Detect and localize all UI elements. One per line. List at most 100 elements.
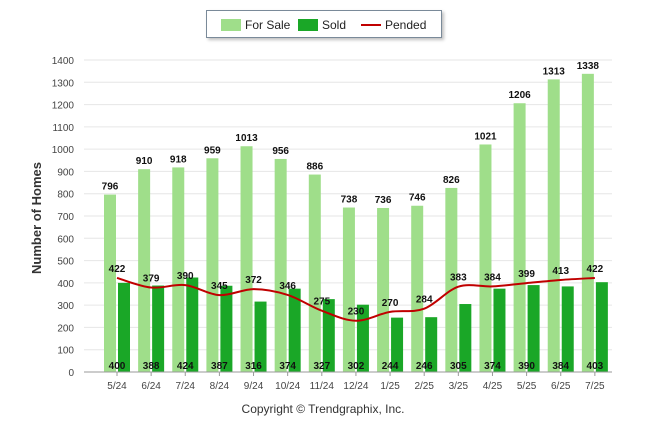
legend-swatch-sold (298, 19, 318, 31)
bar-sold (322, 299, 335, 372)
bar-sold (356, 304, 369, 372)
copyright-text: Copyright © Trendgraphix, Inc. (241, 402, 405, 416)
bar-sold (288, 288, 301, 372)
data-label-pended: 379 (143, 274, 160, 285)
data-label-sold: 246 (416, 361, 433, 372)
y-tick-label: 900 (57, 167, 74, 178)
data-label-sold: 400 (109, 361, 126, 372)
legend-label-sold: Sold (322, 18, 347, 32)
bar-for-sale (547, 79, 560, 372)
data-label-sold: 387 (211, 361, 228, 372)
y-tick-label: 0 (68, 368, 74, 379)
data-label-sold: 374 (484, 361, 501, 372)
bar-sold (561, 286, 574, 372)
data-label-for-sale: 956 (272, 146, 289, 157)
bar-sold (425, 317, 438, 372)
x-tick-label: 6/25 (551, 381, 571, 392)
x-tick-label: 7/25 (585, 381, 605, 392)
bar-sold (118, 282, 130, 372)
data-label-for-sale: 1338 (577, 61, 600, 72)
bar-sold (152, 285, 165, 372)
x-tick-label: 5/25 (517, 381, 537, 392)
bar-sold (391, 317, 404, 372)
y-tick-label: 400 (57, 279, 74, 290)
data-label-for-sale: 1013 (235, 133, 258, 144)
x-tick-label: 6/24 (141, 381, 161, 392)
bar-for-sale (377, 207, 390, 372)
y-tick-label: 100 (57, 346, 74, 357)
legend: For Sale Sold Pended (206, 10, 442, 38)
data-label-sold: 424 (177, 361, 194, 372)
y-tick-label: 600 (57, 234, 74, 245)
data-label-sold: 403 (587, 361, 604, 372)
bar-for-sale (172, 167, 185, 372)
bars (104, 73, 608, 373)
y-tick-label: 500 (57, 257, 74, 268)
y-tick-label: 700 (57, 212, 74, 223)
legend-label-pended: Pended (385, 18, 427, 32)
x-tick-label: 3/25 (449, 381, 469, 392)
data-labels: 796 400 910 388 918 424 959 387 1013 316 956 374 886… (102, 61, 604, 372)
data-label-sold: 327 (313, 361, 330, 372)
data-label-pended: 399 (518, 269, 535, 280)
data-label-for-sale: 1313 (543, 66, 566, 77)
bar-for-sale (206, 158, 219, 372)
data-label-for-sale: 736 (375, 195, 392, 206)
x-tick-label: 1/25 (380, 381, 400, 392)
data-label-sold: 316 (245, 361, 262, 372)
x-tick-label: 7/24 (176, 381, 196, 392)
data-label-for-sale: 959 (204, 145, 221, 156)
bar-sold (220, 285, 233, 372)
bar-for-sale (274, 158, 287, 372)
x-tick-label: 2/25 (414, 381, 434, 392)
data-label-for-sale: 826 (443, 175, 460, 186)
x-tick-label: 12/24 (343, 381, 368, 392)
data-label-for-sale: 746 (409, 193, 426, 204)
data-label-for-sale: 796 (102, 182, 119, 193)
data-label-sold: 390 (518, 361, 535, 372)
axes: 0 100 200 300 400 500 600 700 800 900 1000 1100 1200… (52, 56, 612, 392)
pended-line-layer (116, 276, 595, 322)
y-tick-label: 1400 (52, 56, 75, 67)
data-label-pended: 422 (587, 264, 604, 275)
data-label-pended: 413 (552, 266, 569, 277)
data-label-for-sale: 886 (306, 162, 323, 173)
bar-for-sale (513, 103, 526, 372)
x-tick-label: 9/24 (244, 381, 264, 392)
bar-for-sale (445, 187, 458, 372)
x-tick-label: 11/24 (310, 381, 335, 392)
data-label-sold: 384 (552, 361, 569, 372)
data-label-pended: 270 (382, 298, 399, 309)
data-label-sold: 388 (143, 361, 160, 372)
y-tick-label: 200 (57, 323, 74, 334)
bar-for-sale (342, 207, 355, 372)
y-tick-label: 1200 (52, 101, 75, 112)
bar-sold (186, 277, 199, 372)
data-label-sold: 244 (382, 361, 399, 372)
bar-for-sale (308, 174, 321, 372)
legend-swatch-for-sale (221, 19, 241, 31)
data-label-pended: 275 (313, 297, 330, 308)
data-label-for-sale: 1206 (508, 90, 531, 101)
data-label-pended: 372 (245, 275, 262, 286)
data-label-for-sale: 918 (170, 154, 187, 165)
y-tick-label: 800 (57, 190, 74, 201)
y-tick-label: 300 (57, 301, 74, 312)
legend-label-for-sale: For Sale (245, 18, 291, 32)
data-label-pended: 384 (484, 272, 501, 283)
data-label-pended: 284 (416, 295, 433, 306)
bar-for-sale (138, 169, 151, 372)
data-label-for-sale: 1021 (474, 131, 497, 142)
pended-line (116, 276, 595, 322)
bar-sold (459, 304, 472, 372)
data-label-for-sale: 910 (136, 156, 153, 167)
x-tick-label: 10/24 (275, 381, 300, 392)
y-tick-label: 1100 (52, 123, 74, 134)
data-label-pended: 345 (211, 281, 228, 292)
x-tick-label: 8/24 (210, 381, 230, 392)
bar-for-sale (104, 194, 116, 372)
data-label-pended: 346 (279, 281, 296, 292)
bar-for-sale (581, 73, 594, 373)
data-label-sold: 305 (450, 361, 467, 372)
legend-swatch-pended (361, 24, 381, 26)
